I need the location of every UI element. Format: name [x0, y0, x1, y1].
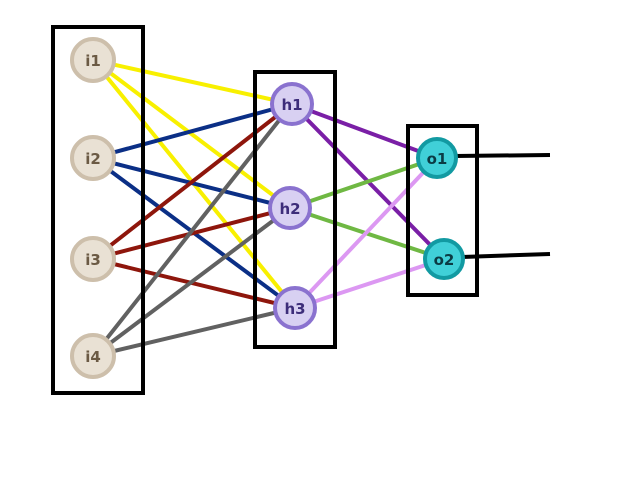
- node-h2: h2: [268, 186, 312, 230]
- node-circle-h1: [270, 82, 314, 126]
- node-label-i4: i4: [85, 348, 101, 366]
- connection-h2-o1: [288, 156, 439, 210]
- node-circle-o1: [416, 137, 458, 179]
- node-i1: i1: [70, 37, 116, 83]
- node-h1: h1: [270, 82, 314, 126]
- node-i3: i3: [70, 236, 116, 282]
- connection-i1-h1: [91, 58, 294, 106]
- output-layer-box: [406, 124, 479, 297]
- node-label-h3: h3: [284, 300, 305, 318]
- connection-i4-h1: [91, 102, 294, 358]
- connection-h3-o2: [293, 257, 446, 310]
- node-h3: h3: [273, 286, 317, 330]
- connection-i1-h2: [91, 58, 292, 210]
- input-layer-box: [51, 25, 145, 395]
- layer-boxes-group: [51, 25, 479, 395]
- connection-i3-h1: [91, 102, 294, 261]
- output-line-o1: [454, 153, 551, 158]
- node-label-i1: i1: [85, 52, 101, 70]
- node-label-i2: i2: [85, 150, 101, 168]
- node-i4: i4: [70, 333, 116, 379]
- connection-i2-h1: [91, 102, 294, 160]
- node-circle-i3: [70, 236, 116, 282]
- node-circle-i4: [70, 333, 116, 379]
- node-label-h1: h1: [281, 96, 302, 114]
- node-o2: o2: [423, 238, 465, 280]
- connection-i4-h2: [91, 206, 292, 358]
- node-circle-h2: [268, 186, 312, 230]
- connection-h1-o1: [290, 102, 439, 160]
- node-circle-i2: [70, 135, 116, 181]
- hidden-layer-box: [253, 70, 337, 349]
- output-lines-group: [454, 153, 551, 259]
- node-circle-h3: [273, 286, 317, 330]
- connection-h3-o1: [293, 156, 439, 310]
- connection-i3-h3: [91, 257, 297, 310]
- connections-group: [91, 58, 446, 358]
- nodes-group: i1 i2 i3 i4 h1 h2 h3 o1 o2: [70, 37, 465, 379]
- node-o1: o1: [416, 137, 458, 179]
- node-label-o1: o1: [427, 150, 448, 168]
- node-label-o2: o2: [434, 251, 455, 269]
- node-circle-i1: [70, 37, 116, 83]
- node-i2: i2: [70, 135, 116, 181]
- connection-i4-h3: [91, 306, 297, 358]
- node-label-i3: i3: [85, 251, 101, 269]
- node-circle-o2: [423, 238, 465, 280]
- node-label-h2: h2: [279, 200, 300, 218]
